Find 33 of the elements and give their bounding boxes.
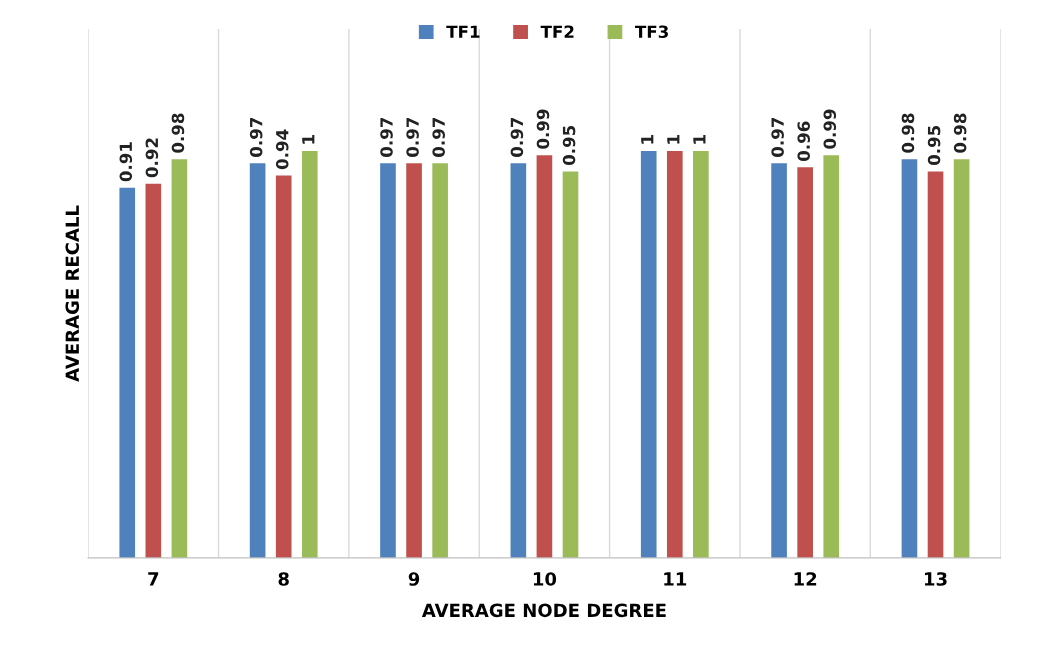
data-label: 1 [667,135,680,144]
data-label: 0.98 [901,113,915,153]
data-label: 0.97 [771,117,784,157]
data-label: 1 [693,135,706,144]
data-label: 0.97 [510,117,524,157]
data-label: 0.99 [823,109,837,149]
data-label: 0.95 [927,125,941,166]
data-label: 0.94 [275,129,289,170]
data-label: 0.97 [380,117,393,157]
legend-label: TF2 [540,25,574,38]
data-label: 0.95 [562,125,576,166]
x-tick-label: 9 [408,572,420,586]
legend-label: TF3 [635,25,668,39]
data-label: 0.97 [432,117,445,157]
x-tick-label: 8 [278,572,289,586]
x-tick-label: 12 [794,572,817,586]
data-label: 0.98 [171,113,185,153]
x-tick-label: 7 [148,572,159,586]
x-tick-label: 13 [925,572,947,586]
data-label: 1 [641,135,654,144]
data-label: 1 [302,135,315,144]
x-tick-label: 11 [664,572,687,586]
data-label: 0.96 [797,121,810,161]
data-label: 0.97 [249,117,263,157]
x-axis-title: AVERAGE NODE DEGREE [421,603,666,618]
x-tick-label: 10 [533,572,557,586]
y-axis-title: AVERAGE RECALL [65,205,80,382]
data-label: 0.92 [145,138,159,178]
legend-label: TF1 [446,25,480,38]
data-label: 0.91 [119,142,133,182]
data-label: 0.97 [406,117,419,157]
data-label: 0.98 [953,113,967,153]
data-label: 0.99 [536,109,550,149]
